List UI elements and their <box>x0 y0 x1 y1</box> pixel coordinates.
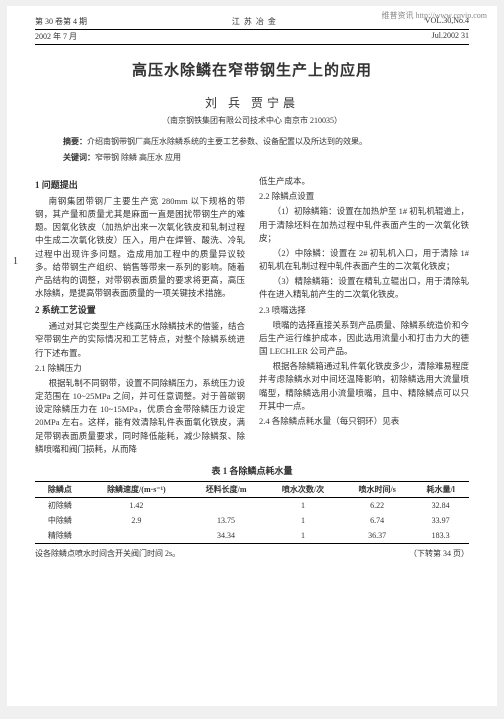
table-header-row: 除鳞点 除鳞速度/(m·s⁻¹) 坯料长度/m 喷水次数/次 喷水时间/s 耗水… <box>35 481 469 497</box>
para-cont: 低生产成本。 <box>259 175 469 188</box>
table-row: 中除鳞 2.9 13.75 1 6.74 33.97 <box>35 513 469 528</box>
col-0: 除鳞点 <box>35 481 85 497</box>
affiliation: （南京钢铁集团有限公司技术中心 南京市 210035） <box>35 115 469 126</box>
keywords-text: 窄带钢 除鳞 高压水 应用 <box>95 153 181 162</box>
page-header-row2: 2002 年 7 月 Jul.2002 31 <box>35 31 469 45</box>
cell <box>188 497 264 513</box>
table-note: 设各除鳞点喷水时间含开关阀门时间 2s。 <box>35 548 180 559</box>
body-columns: 1 问题提出 南钢集团带钢厂主要生产宽 280mm 以下规格的带钢，其产量和质量… <box>35 175 469 458</box>
side-mark: 1 <box>13 256 18 267</box>
para-2-1: 根据轧制不同钢带，设置不同除鳞压力，系统压力设定范围在 10~25MPa 之间，… <box>35 377 245 456</box>
section-2-1: 2.1 除鳞压力 <box>35 362 245 375</box>
cell: 1 <box>264 513 342 528</box>
table-row: 精除鳞 34.34 1 36.37 183.3 <box>35 528 469 544</box>
cell: 13.75 <box>188 513 264 528</box>
abstract-text: 介绍南钢带钢厂高压水除鳞系统的主要工艺参数、设备配置以及所达到的效果。 <box>87 137 367 146</box>
section-2-4: 2.4 各除鳞点耗水量（每只铜环）见表 <box>259 415 469 428</box>
table-row: 初除鳞 1.42 1 6.22 32.84 <box>35 497 469 513</box>
abstract-label: 摘要： <box>63 137 87 146</box>
paper-title: 高压水除鳞在窄带钢生产上的应用 <box>35 59 469 80</box>
journal-name: 江苏冶金 <box>87 16 425 27</box>
hdr-left2: 2002 年 7 月 <box>35 31 77 42</box>
right-column: 低生产成本。 2.2 除鳞点设置 （1）初除鳞箱：设置在加热炉至 1# 初轧机辊… <box>259 175 469 458</box>
col-3: 喷水次数/次 <box>264 481 342 497</box>
descaling-table: 除鳞点 除鳞速度/(m·s⁻¹) 坯料长度/m 喷水次数/次 喷水时间/s 耗水… <box>35 481 469 544</box>
cell: 1 <box>264 497 342 513</box>
cell: 6.74 <box>342 513 412 528</box>
col-4: 喷水时间/s <box>342 481 412 497</box>
hdr-right2: Jul.2002 31 <box>432 31 469 42</box>
cell: 2.9 <box>85 513 188 528</box>
cell: 初除鳞 <box>35 497 85 513</box>
cell: 32.84 <box>412 497 469 513</box>
table-footer: 设各除鳞点喷水时间含开关阀门时间 2s。 （下转第 34 页） <box>35 548 469 559</box>
watermark: 维普资讯 http://www.cqvip.com <box>382 10 487 21</box>
para-1-1: 南钢集团带钢厂主要生产宽 280mm 以下规格的带钢，其产量和质量尤其是麻面一直… <box>35 195 245 300</box>
para-2-0: 通过对其它类型生产线高压水除鳞技术的借鉴，结合窄带钢生产的实际情况和工艺特点，对… <box>35 320 245 360</box>
section-1: 1 问题提出 <box>35 179 245 193</box>
table-title: 表 1 各除鳞点耗水量 <box>35 464 469 477</box>
cell: 1.42 <box>85 497 188 513</box>
continued-note: （下转第 34 页） <box>409 548 469 559</box>
authors: 刘 兵 贾宁晨 <box>35 94 469 111</box>
cell: 183.3 <box>412 528 469 544</box>
section-2: 2 系统工艺设置 <box>35 304 245 318</box>
col-5: 耗水量/l <box>412 481 469 497</box>
col-1: 除鳞速度/(m·s⁻¹) <box>85 481 188 497</box>
left-column: 1 问题提出 南钢集团带钢厂主要生产宽 280mm 以下规格的带钢，其产量和质量… <box>35 175 245 458</box>
keywords-label: 关键词： <box>63 153 95 162</box>
section-2-2: 2.2 除鳞点设置 <box>259 190 469 203</box>
para-2-2-2: （2）中除鳞：设置在 2# 初轧机入口，用于清除 1# 初轧机在轧制过程中轧件表… <box>259 247 469 273</box>
cell: 中除鳞 <box>35 513 85 528</box>
cell: 33.97 <box>412 513 469 528</box>
cell <box>85 528 188 544</box>
col-2: 坯料长度/m <box>188 481 264 497</box>
hdr-spacer <box>77 31 432 42</box>
cell: 6.22 <box>342 497 412 513</box>
cell: 36.37 <box>342 528 412 544</box>
hdr-left1: 第 30 卷第 4 期 <box>35 16 87 27</box>
section-2-3: 2.3 喷嘴选择 <box>259 304 469 317</box>
cell: 精除鳞 <box>35 528 85 544</box>
para-2-2-3: （3）精除鳞箱：设置在精轧立辊出口，用于清除轧件在进入精轧前产生的二次氧化铁皮。 <box>259 275 469 301</box>
abstract: 摘要：介绍南钢带钢厂高压水除鳞系统的主要工艺参数、设备配置以及所达到的效果。 <box>63 136 441 148</box>
cell: 1 <box>264 528 342 544</box>
para-2-3-1: 喷嘴的选择直接关系到产品质量、除鳞系统造价和今后生产运行维护成本，因此选用流量小… <box>259 319 469 359</box>
para-2-2-1: （1）初除鳞箱：设置在加热炉至 1# 初轧机辊道上，用于清除坯料在加热过程中轧件… <box>259 205 469 245</box>
para-2-3-2: 根据各除鳞箱通过轧件氧化铁皮多少，清除难易程度并考虑除鳞水对中间坯温降影响，初除… <box>259 360 469 413</box>
keywords: 关键词：窄带钢 除鳞 高压水 应用 <box>63 152 441 163</box>
cell: 34.34 <box>188 528 264 544</box>
